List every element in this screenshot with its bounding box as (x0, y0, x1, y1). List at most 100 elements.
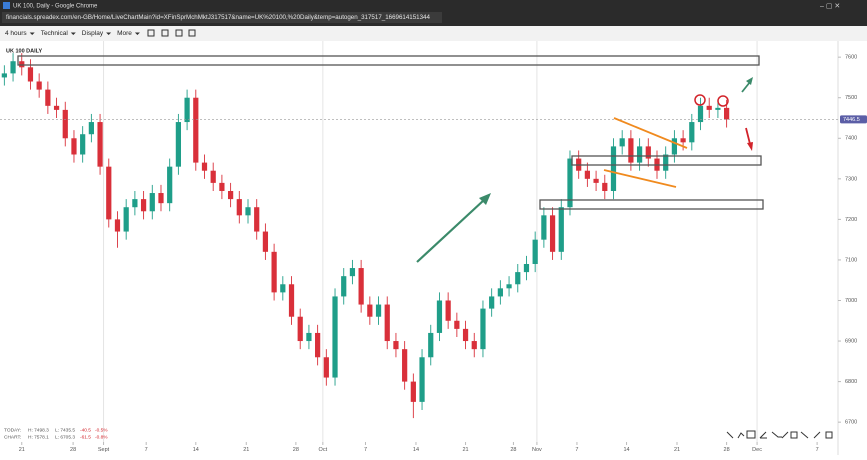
x-tick-label: 28 (70, 447, 76, 453)
marker-circle (694, 94, 706, 106)
stat-text: H: 7498.3 (28, 427, 49, 433)
support-box (571, 155, 762, 166)
toolbar-icon[interactable] (147, 29, 155, 37)
toolbar-items: 4 hours Technical Display More (5, 29, 196, 37)
tool-icon[interactable] (771, 431, 782, 438)
candle-body (393, 341, 399, 350)
arrow (745, 127, 751, 145)
candle-body (1, 73, 7, 78)
tool-icon[interactable] (726, 431, 734, 439)
candle-body (541, 215, 547, 240)
candle-body (297, 316, 303, 342)
tool-icon[interactable] (813, 431, 821, 439)
candle-body (123, 207, 129, 232)
x-tick-label: 28 (293, 447, 299, 453)
window-controls[interactable]: – ▢ ✕ (820, 3, 840, 10)
candle-body (628, 138, 634, 163)
toolbar-menu[interactable]: Display (82, 30, 104, 37)
dropdown-caret[interactable] (106, 32, 112, 36)
x-tick-label: 7 (145, 447, 148, 453)
candle-body (184, 97, 190, 123)
y-tick-label: 7400 (845, 136, 857, 142)
tool-icon[interactable] (759, 431, 767, 439)
stat-text: L: 7435.5 (55, 427, 75, 433)
y-tick-label: 7200 (845, 217, 857, 223)
tool-icon[interactable] (781, 431, 789, 439)
stat-text: -0.8% (95, 434, 108, 440)
candle-body (97, 122, 103, 167)
candle-body (315, 332, 321, 358)
candle-body (149, 193, 155, 212)
tool-icon[interactable] (825, 431, 833, 439)
candle-body (358, 268, 364, 305)
candle-body (584, 170, 590, 179)
drawing-tools (726, 430, 833, 439)
tool-icon[interactable] (790, 431, 798, 439)
toolbar-icon[interactable] (188, 29, 196, 37)
stats: TODAY: H: 7498.3 L: 7435.5 -40.5 -0.5% CHART:… (4, 427, 108, 440)
y-tick-label: 7000 (845, 298, 857, 304)
candle-body (558, 207, 564, 252)
tool-icon[interactable] (737, 432, 745, 439)
stat-text: CHART: (4, 434, 21, 440)
candle-body (106, 166, 112, 220)
tool-icon[interactable] (746, 430, 756, 439)
x-tick-label: 28 (510, 447, 516, 453)
candle-body (140, 199, 147, 212)
candle-body (114, 219, 121, 232)
y-tick-label: 7300 (845, 176, 857, 182)
candle-body (636, 146, 643, 163)
candle-body (167, 166, 173, 204)
candle-body (402, 349, 408, 382)
candle-body (428, 332, 434, 358)
candle-body (419, 357, 425, 402)
trend-line (613, 117, 688, 149)
dropdown-caret[interactable] (70, 32, 76, 36)
candle-body (45, 89, 51, 106)
x-tick-label: 21 (243, 447, 249, 453)
toolbar-icon[interactable] (161, 29, 169, 37)
toolbar-menu[interactable]: Technical (41, 30, 69, 37)
candle-body (384, 304, 390, 342)
candle-body (323, 357, 329, 378)
stat-text: TODAY: (4, 427, 21, 433)
dropdown-caret[interactable] (134, 32, 140, 36)
candle-body (523, 263, 530, 273)
candle-body (19, 61, 25, 68)
resistance-box (17, 55, 760, 66)
y-tick-label: 7100 (845, 257, 857, 263)
candle-body (36, 81, 42, 90)
arrow-head (747, 142, 753, 151)
url[interactable]: financials.spreadex.com/en-GB/Home/LiveC… (6, 14, 430, 21)
favicon (3, 2, 10, 9)
x-tick-label: 7 (575, 447, 578, 453)
candle-body (462, 328, 469, 342)
x-tick-label: Sept (98, 447, 110, 453)
trend-line (603, 169, 677, 188)
toolbar-icon[interactable] (175, 29, 183, 37)
arrow (741, 81, 751, 93)
support-box (539, 199, 764, 210)
marker-circle (717, 95, 729, 107)
candle-body (602, 182, 608, 191)
toolbar-menu[interactable]: More (117, 30, 132, 37)
candle-body (62, 109, 68, 139)
candle-body (245, 207, 251, 216)
x-tick-label: Oct (319, 447, 328, 453)
candle-body (697, 105, 704, 123)
candle-body (367, 304, 373, 317)
toolbar-menu[interactable]: 4 hours (5, 30, 27, 37)
candle-body (132, 199, 138, 208)
x-tick-label: 14 (413, 447, 419, 453)
candle-body (341, 276, 347, 297)
candle-body (715, 107, 721, 110)
x-tick-label: 7 (364, 447, 367, 453)
candle-body (210, 170, 216, 183)
candle-body (201, 162, 208, 171)
y-tick-label: 7500 (845, 95, 857, 101)
arrow (416, 199, 485, 263)
tool-icon[interactable] (800, 431, 809, 439)
address-bar[interactable] (2, 12, 442, 23)
dropdown-caret[interactable] (29, 32, 35, 36)
